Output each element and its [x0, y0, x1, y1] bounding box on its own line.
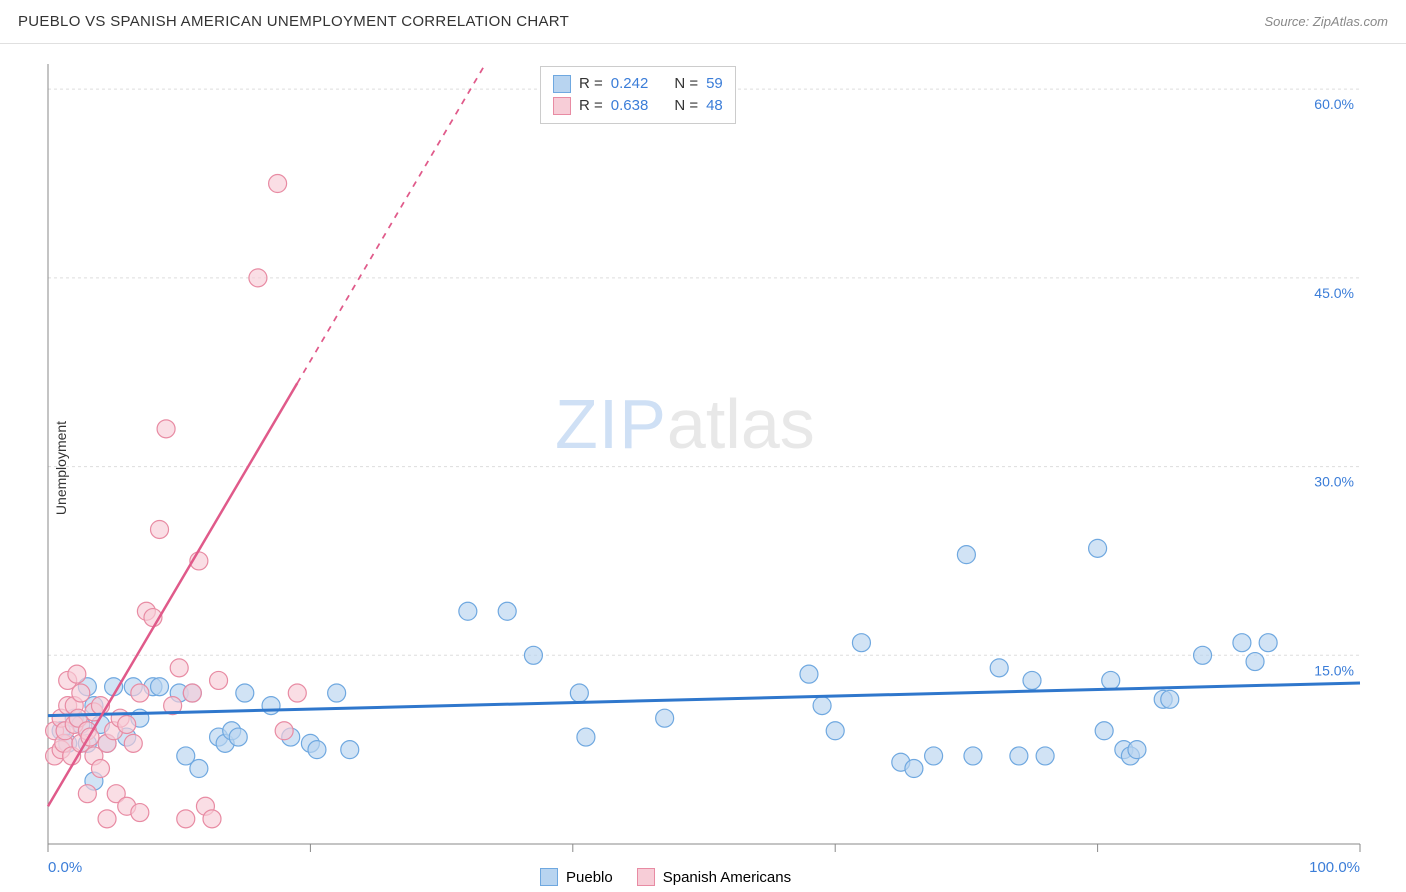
data-point — [656, 709, 674, 727]
stat-r-label: R = — [579, 73, 603, 95]
data-point — [170, 659, 188, 677]
data-point — [72, 684, 90, 702]
stats-row: R = 0.242 N = 59 — [553, 73, 723, 95]
data-point — [957, 546, 975, 564]
data-point — [813, 697, 831, 715]
trend-line — [48, 383, 297, 806]
data-point — [524, 646, 542, 664]
data-point — [905, 760, 923, 778]
data-point — [1023, 671, 1041, 689]
data-point — [157, 420, 175, 438]
stat-n-label: N = — [674, 73, 698, 95]
stat-n-value: 59 — [706, 73, 723, 95]
data-point — [1102, 671, 1120, 689]
data-point — [1233, 634, 1251, 652]
data-point — [183, 684, 201, 702]
data-point — [98, 810, 116, 828]
data-point — [1010, 747, 1028, 765]
stat-r-value: 0.242 — [611, 73, 649, 95]
data-point — [990, 659, 1008, 677]
data-point — [459, 602, 477, 620]
bottom-legend: Pueblo Spanish Americans — [540, 868, 791, 886]
data-point — [249, 269, 267, 287]
data-point — [269, 175, 287, 193]
data-point — [1128, 741, 1146, 759]
data-point — [118, 715, 136, 733]
legend-swatch — [553, 97, 571, 115]
data-point — [262, 697, 280, 715]
legend-item: Pueblo — [540, 868, 613, 886]
data-point — [1095, 722, 1113, 740]
data-point — [1161, 690, 1179, 708]
data-point — [91, 760, 109, 778]
y-tick-label: 60.0% — [1314, 96, 1354, 112]
data-point — [800, 665, 818, 683]
chart-title: PUEBLO VS SPANISH AMERICAN UNEMPLOYMENT … — [18, 13, 569, 30]
data-point — [78, 785, 96, 803]
data-point — [131, 804, 149, 822]
scatter-chart: 15.0% 30.0% 45.0% 60.0% 0.0% 100.0% — [0, 44, 1406, 892]
legend-label: Spanish Americans — [663, 869, 791, 886]
stat-r-label: R = — [579, 95, 603, 117]
stat-n-label: N = — [674, 95, 698, 117]
data-point — [131, 684, 149, 702]
stats-legend-box: R = 0.242 N = 59 R = 0.638 N = 48 — [540, 66, 736, 124]
data-point — [177, 810, 195, 828]
data-point — [275, 722, 293, 740]
data-point — [308, 741, 326, 759]
y-tick-label: 45.0% — [1314, 285, 1354, 301]
legend-swatch — [553, 75, 571, 93]
chart-area: Unemployment 15.0% 30.0% 45.0% 60.0% 0.0% 100… — [0, 44, 1406, 892]
data-point — [190, 760, 208, 778]
stat-r-value: 0.638 — [611, 95, 649, 117]
x-tick-label: 0.0% — [48, 859, 82, 876]
trend-line-dashed — [297, 64, 485, 383]
data-point — [288, 684, 306, 702]
source-label: Source: ZipAtlas.com — [1264, 14, 1388, 29]
header: PUEBLO VS SPANISH AMERICAN UNEMPLOYMENT … — [0, 0, 1406, 44]
y-tick-label: 15.0% — [1314, 662, 1354, 678]
data-point — [210, 671, 228, 689]
y-tick-label: 30.0% — [1314, 474, 1354, 490]
data-point — [1194, 646, 1212, 664]
data-point — [577, 728, 595, 746]
data-point — [1036, 747, 1054, 765]
legend-swatch — [540, 868, 558, 886]
data-point — [203, 810, 221, 828]
data-point — [1246, 653, 1264, 671]
data-point — [328, 684, 346, 702]
data-point — [570, 684, 588, 702]
data-point — [1259, 634, 1277, 652]
data-point — [229, 728, 247, 746]
data-point — [925, 747, 943, 765]
legend-label: Pueblo — [566, 869, 613, 886]
data-point — [341, 741, 359, 759]
data-point — [964, 747, 982, 765]
y-axis-label: Unemployment — [53, 421, 69, 515]
stats-row: R = 0.638 N = 48 — [553, 95, 723, 117]
data-point — [151, 520, 169, 538]
data-point — [1089, 539, 1107, 557]
legend-item: Spanish Americans — [637, 868, 791, 886]
data-point — [68, 665, 86, 683]
data-point — [151, 678, 169, 696]
data-point — [236, 684, 254, 702]
data-point — [852, 634, 870, 652]
legend-swatch — [637, 868, 655, 886]
x-tick-label: 100.0% — [1309, 859, 1360, 876]
data-point — [124, 734, 142, 752]
data-point — [498, 602, 516, 620]
data-point — [826, 722, 844, 740]
stat-n-value: 48 — [706, 95, 723, 117]
